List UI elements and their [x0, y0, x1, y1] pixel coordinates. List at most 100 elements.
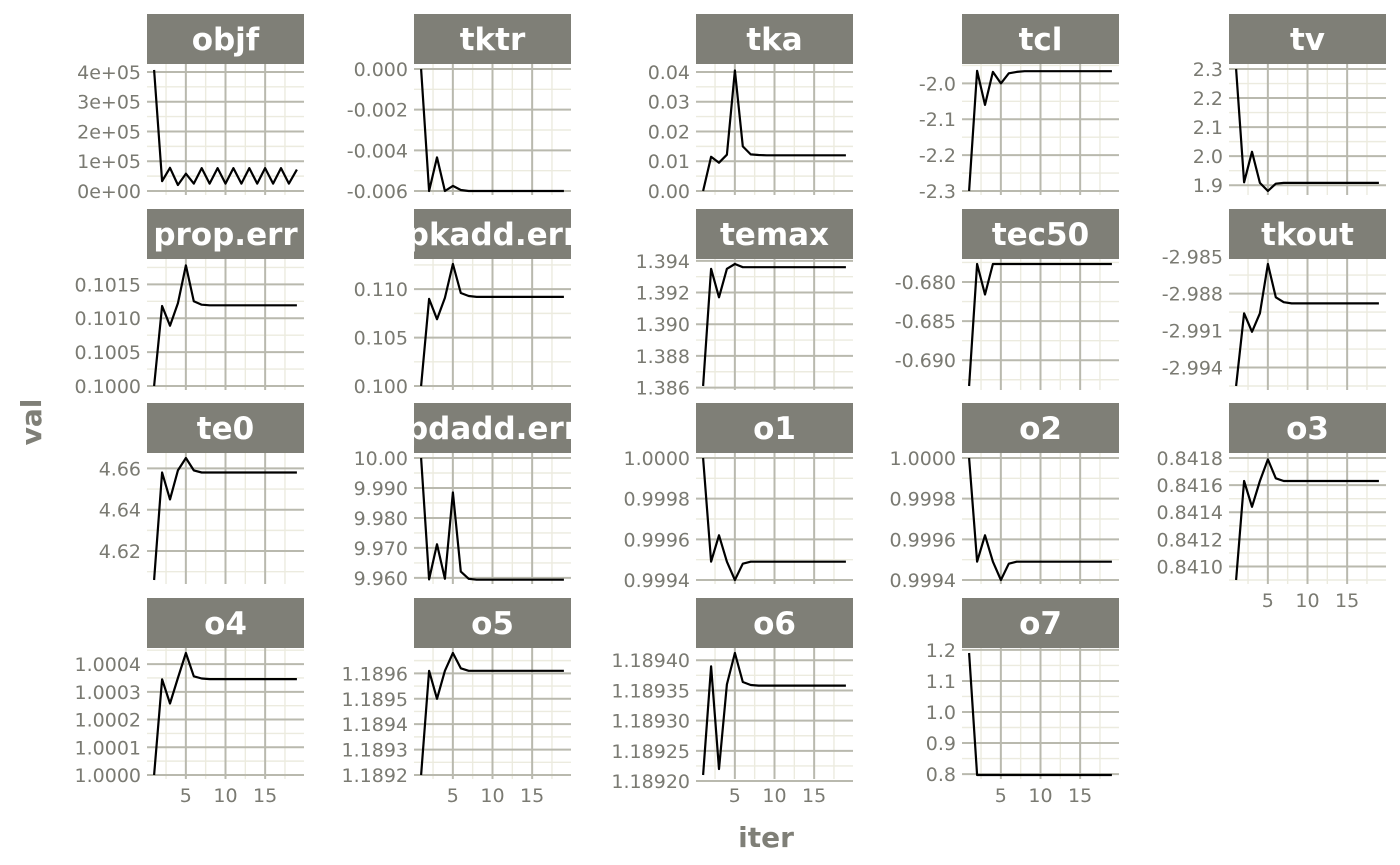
x-tick-label: 15 [802, 785, 826, 807]
facet-strip-label: o2 [1019, 411, 1062, 447]
facet-strip-label: tcl [1019, 22, 1063, 58]
y-tick-label: 1.388 [636, 346, 690, 368]
y-tick-label: 0.8 [926, 764, 956, 786]
x-tick-label: 10 [213, 785, 237, 807]
y-tick-label: 3e+05 [77, 92, 141, 114]
y-tick-label: 1.0 [926, 702, 956, 724]
y-tick-label: 4.66 [99, 458, 141, 480]
facet-strip-label: o4 [204, 606, 247, 642]
panel-o4: 1.00001.00011.00021.00031.00045 10 15o4 [75, 598, 304, 807]
y-tick-label: 0.8412 [1157, 529, 1223, 551]
y-tick-label: 9.970 [354, 538, 408, 560]
panel-o6: 1.18920 1.18925 1.18930 1.18935 1.18940 5 10 15… [611, 598, 853, 807]
panel-tec50: -0.690 -0.685 -0.680 tec50 [895, 209, 1119, 390]
y-tick-label: 1.0003 [75, 682, 141, 704]
y-tick-label: 0.9998 [890, 489, 956, 511]
y-tick-label: -0.680 [895, 272, 956, 294]
panel-tktr: -0.006 -0.004 -0.002 0.000 tktr [347, 14, 571, 203]
panel-objf: 0e+00 1e+05 2e+05 3e+05 4e+05 objf [77, 14, 304, 203]
y-tick-label: 1.18920 [611, 771, 690, 793]
panel-tka: 0.000.010.020.030.04tka [648, 14, 853, 203]
x-tick-label: 5 [729, 785, 741, 807]
facet-strip-label: objf [192, 22, 260, 58]
y-tick-label: -2.988 [1162, 284, 1223, 306]
y-tick-label: 2.2 [1193, 88, 1223, 110]
y-tick-label: 1.1895 [342, 689, 408, 711]
facet-strip-label: tkout [1261, 217, 1354, 253]
y-tick-label: 1.1896 [342, 663, 408, 685]
panel-te0: 4.624.644.66te0 [99, 403, 304, 584]
y-tick-label: 0.000 [354, 59, 408, 81]
y-tick-label: 1.18925 [611, 741, 690, 763]
y-tick-label: 1.0000 [75, 765, 141, 787]
y-tick-label: -0.002 [347, 100, 408, 122]
y-tick-label: 9.990 [354, 478, 408, 500]
y-tick-label: 0.8416 [1157, 475, 1223, 497]
y-tick-label: -0.685 [895, 311, 956, 333]
y-tick-label: 0.02 [648, 121, 690, 143]
x-tick-label: 5 [447, 785, 459, 807]
y-tick-label: 9.980 [354, 508, 408, 530]
y-tick-label: 0.1010 [75, 308, 141, 330]
y-tick-label: 0e+00 [77, 181, 141, 203]
y-axis-title: val [15, 399, 48, 446]
y-tick-label: 1.1 [926, 671, 956, 693]
panel-temax: 1.3861.3881.3901.3921.394temax [636, 209, 853, 400]
x-tick-label: 10 [480, 785, 504, 807]
y-tick-label: 1.386 [636, 378, 690, 400]
x-tick-label: 5 [180, 785, 192, 807]
y-tick-label: 0.9996 [890, 529, 956, 551]
y-tick-label: 1.0001 [75, 737, 141, 759]
y-tick-label: 1.390 [636, 314, 690, 336]
y-tick-label: -0.004 [347, 140, 408, 162]
y-tick-label: -2.2 [919, 145, 956, 167]
y-tick-label: 4.64 [99, 500, 141, 522]
y-tick-label: 0.8410 [1157, 556, 1223, 578]
y-tick-label: 1.0000 [624, 448, 690, 470]
y-tick-label: 0.9996 [624, 529, 690, 551]
y-tick-label: 1.0004 [75, 654, 141, 676]
y-tick-label: 0.8418 [1157, 448, 1223, 470]
panel-o5: 1.1892 1.1893 1.1894 1.1895 1.1896 5 10 15 o5 [342, 598, 571, 807]
panel-pkadd-err: 0.100 0.105 0.110 pkadd.err [354, 209, 579, 398]
y-tick-label: 0.1000 [75, 376, 141, 398]
y-tick-label: -0.006 [347, 181, 408, 203]
y-tick-label: 1.2 [926, 640, 956, 662]
panel-tcl: -2.3 -2.2 -2.1 -2.0 tcl [919, 14, 1119, 203]
y-tick-label: 0.100 [354, 376, 408, 398]
y-tick-label: 4e+05 [77, 62, 141, 84]
y-tick-label: 1.1894 [342, 714, 408, 736]
y-tick-label: 0.9994 [624, 570, 690, 592]
x-tick-label: 15 [253, 785, 277, 807]
y-tick-label: 2e+05 [77, 121, 141, 143]
panel-prop-err: 0.10000.10050.10100.1015prop.err [75, 209, 304, 398]
facet-strip-label: tktr [460, 22, 526, 58]
y-tick-label: 0.1005 [75, 342, 141, 364]
panel-o2: 0.9994 0.9996 0.9998 1.0000 o2 [890, 403, 1119, 592]
y-tick-label: 0.9 [926, 733, 956, 755]
y-tick-label: 1.1892 [342, 765, 408, 787]
y-tick-label: 10.00 [354, 448, 408, 470]
y-tick-label: 0.8414 [1157, 502, 1223, 524]
x-tick-label: 15 [520, 785, 544, 807]
x-tick-label: 10 [1295, 590, 1319, 612]
y-tick-label: 1.18940 [611, 650, 690, 672]
y-tick-label: 1e+05 [77, 151, 141, 173]
y-tick-label: -2.1 [919, 109, 956, 131]
x-tick-label: 5 [1262, 590, 1274, 612]
y-tick-label: 1.9 [1193, 175, 1223, 197]
facet-strip-label: o3 [1286, 411, 1329, 447]
y-tick-label: 1.0000 [890, 448, 956, 470]
facet-strip-label: prop.err [153, 217, 298, 253]
y-tick-label: 0.9998 [624, 489, 690, 511]
facet-strip-label: tec50 [992, 217, 1089, 253]
facet-panels: 0e+001e+052e+053e+054e+05objf-0.006-0.00… [75, 14, 1386, 807]
y-tick-label: 2.3 [1193, 59, 1223, 81]
facet-strip-label: tv [1290, 22, 1325, 58]
y-tick-label: 2.0 [1193, 146, 1223, 168]
facet-strip-label: o7 [1019, 606, 1062, 642]
facet-strip-label: temax [720, 217, 829, 253]
x-axis-title: iter [738, 821, 794, 854]
